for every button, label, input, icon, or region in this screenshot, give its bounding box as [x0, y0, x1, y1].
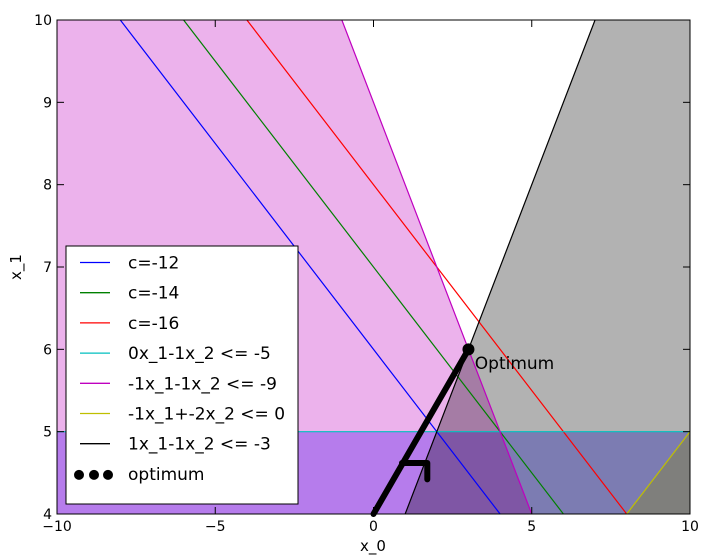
legend-swatch-optimum-dot-2 [89, 469, 99, 480]
y-tick-label: 10 [34, 13, 52, 29]
x-tick-label: −5 [205, 519, 226, 535]
x-tick-label: 0 [369, 519, 378, 535]
legend-swatch-optimum-dot-3 [103, 469, 113, 480]
optimum-arrow-head [398, 459, 431, 483]
y-tick-label: 4 [43, 507, 52, 523]
optimum-path-group: Optimum [370, 343, 554, 517]
legend-label-c-14: c=-14 [128, 284, 179, 304]
legend-label-c-16: c=-16 [128, 314, 179, 334]
optimum-point [462, 343, 475, 356]
series-line-5 [341, 20, 533, 514]
region-4 [405, 20, 690, 514]
legend-swatch-optimum-dot-1 [74, 469, 84, 480]
series-line-6 [626, 431, 690, 514]
x-tick-label: 5 [527, 519, 536, 535]
y-tick-label: 5 [43, 425, 52, 441]
optimum-annotation: Optimum [475, 354, 554, 374]
y-tick-label: 8 [43, 178, 52, 194]
x-axis-label: x_0 [360, 537, 386, 555]
axis-ticks: −10 −5 0 5 10 4 5 6 7 8 9 10 [34, 13, 699, 535]
y-tick-label: 6 [43, 342, 52, 358]
optimum-path [370, 346, 472, 517]
legend-box [65, 245, 299, 505]
legend-label-1x-1-1x-2-3: 1x_1-1x_2 <= -3 [128, 435, 271, 455]
series-line-7 [404, 20, 596, 514]
y-tick-label: 9 [43, 95, 52, 111]
y-axis-label: x_1 [7, 254, 26, 280]
legend: c=-12 c=-14 c=-16 0x_1-1x_2 <= -5 -1x_1-1x_2… [65, 245, 299, 505]
legend-label-optimum: optimum [128, 465, 204, 485]
legend-label-c-12: c=-12 [128, 254, 179, 274]
x-tick-label: −10 [42, 519, 72, 535]
legend-label-1x-1-2x-2-0: -1x_1+-2x_2 <= 0 [128, 405, 285, 425]
legend-label-1x-1-1x-2-9: -1x_1-1x_2 <= -9 [128, 374, 277, 394]
x-tick-label: 10 [681, 519, 699, 535]
y-tick-label: 7 [43, 260, 52, 276]
legend-label-0x-1-1x-2-5: 0x_1-1x_2 <= -5 [128, 344, 271, 364]
